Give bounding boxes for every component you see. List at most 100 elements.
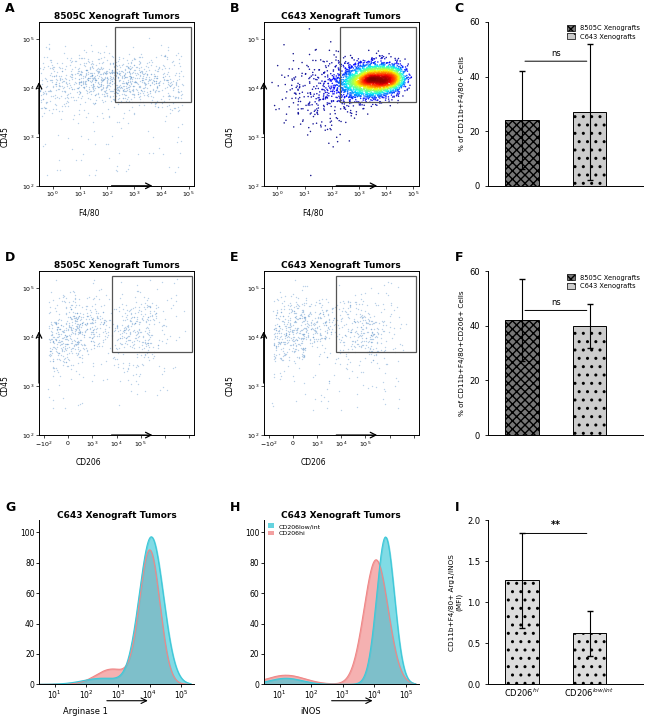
Point (382, 75, 392, 87)
Point (171, 50, 181, 61)
Point (42, 75, 52, 87)
Point (365, 63, 376, 75)
Point (361, 63, 372, 74)
Point (369, 76, 380, 88)
Point (277, 314, 287, 326)
Point (398, 68, 408, 79)
Point (128, 87, 138, 99)
Point (383, 79, 393, 91)
Point (140, 336, 151, 347)
Point (385, 67, 395, 79)
Point (325, 320, 335, 331)
Point (372, 87, 383, 99)
Point (344, 81, 355, 92)
Point (144, 354, 155, 365)
Point (331, 60, 341, 71)
Point (88, 331, 98, 343)
Point (356, 328, 367, 339)
Point (376, 68, 386, 79)
Point (110, 322, 120, 333)
Point (144, 64, 154, 76)
Point (362, 63, 372, 75)
Point (129, 64, 139, 76)
Point (343, 79, 354, 90)
Point (371, 84, 382, 96)
Point (149, 306, 159, 317)
Point (123, 320, 133, 332)
Point (391, 85, 401, 97)
Point (328, 95, 339, 107)
Point (346, 92, 357, 103)
Point (348, 75, 359, 87)
Point (347, 78, 358, 90)
Point (352, 89, 362, 100)
Point (89, 274, 99, 286)
Point (87, 82, 98, 93)
Point (385, 62, 395, 74)
Point (298, 330, 309, 341)
Point (315, 54, 326, 66)
Point (331, 51, 341, 63)
Point (380, 70, 390, 82)
Point (153, 339, 163, 350)
Point (356, 79, 366, 90)
Point (317, 84, 328, 95)
Point (370, 76, 380, 87)
Point (121, 299, 131, 311)
Point (391, 63, 401, 74)
Point (380, 82, 390, 93)
Point (347, 70, 358, 82)
Point (270, 328, 281, 339)
Point (323, 78, 333, 90)
Point (345, 340, 356, 352)
Point (390, 68, 400, 79)
Point (378, 76, 388, 87)
Point (75, 92, 86, 104)
Point (372, 74, 383, 86)
Point (350, 74, 360, 86)
Point (362, 68, 372, 79)
Point (383, 76, 393, 87)
Point (361, 76, 372, 87)
Point (277, 333, 287, 344)
Point (369, 76, 379, 88)
Point (370, 76, 381, 87)
Point (86, 317, 97, 328)
Point (392, 301, 402, 313)
Point (44, 320, 54, 332)
Point (369, 71, 380, 82)
Point (72, 154, 82, 165)
Point (112, 87, 122, 98)
Point (384, 69, 395, 81)
Point (368, 79, 378, 90)
Point (385, 67, 396, 79)
Point (319, 100, 330, 112)
Point (328, 314, 338, 325)
Point (146, 90, 156, 102)
Point (343, 68, 354, 80)
Point (393, 71, 404, 83)
Point (139, 100, 150, 111)
Point (88, 79, 98, 91)
Point (379, 61, 389, 73)
Point (344, 72, 354, 84)
Point (356, 336, 366, 348)
Point (96, 79, 106, 91)
Point (122, 76, 133, 88)
Point (292, 303, 302, 314)
Point (384, 73, 394, 84)
Point (146, 68, 156, 80)
Point (370, 68, 381, 80)
Point (58, 392, 69, 403)
Point (124, 62, 134, 74)
Point (374, 63, 384, 75)
Point (371, 79, 382, 91)
Point (101, 40, 111, 52)
Point (347, 86, 358, 98)
Point (392, 75, 402, 87)
Point (376, 79, 387, 91)
Point (123, 334, 133, 346)
Point (374, 76, 385, 87)
Point (387, 82, 398, 93)
Point (366, 315, 376, 327)
